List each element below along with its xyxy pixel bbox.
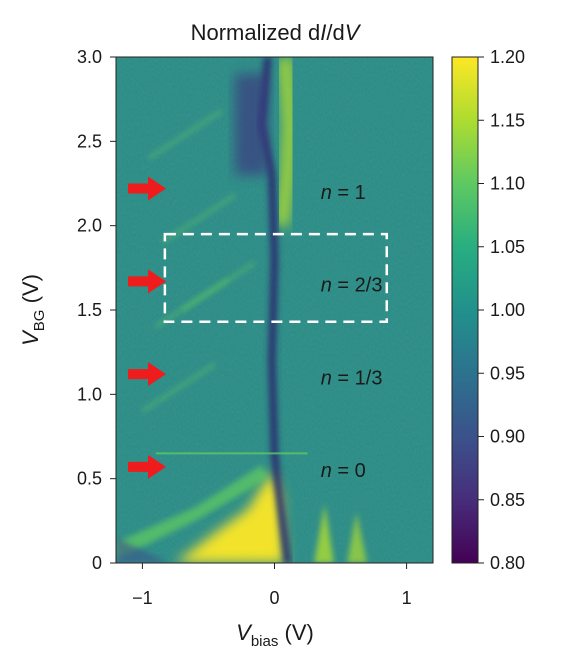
x-tick-label: −1: [132, 588, 153, 608]
colorbar-tick-label: 1.15: [490, 110, 525, 130]
y-tick-label: 2.0: [77, 216, 102, 236]
colorbar-tick-label: 0.80: [490, 553, 525, 573]
y-tick-label: 2.5: [77, 131, 102, 151]
y-tick-label: 3.0: [77, 47, 102, 67]
y-tick-label: 1.5: [77, 300, 102, 320]
heatmap-diagonal-stripe: [181, 261, 256, 312]
red-arrow-icon: [128, 362, 166, 387]
colorbar-tick-label: 1.10: [490, 174, 525, 194]
annotations: n = 0 n = 1/3 n = 2/3 n = 1: [128, 176, 389, 482]
colorbar-tick-label: 1.05: [490, 237, 525, 257]
heatmap-diagonal-stripe: [148, 109, 223, 160]
colorbar-tick-label: 0.85: [490, 490, 525, 510]
heatmap-bright-region: [175, 470, 286, 563]
filling-label: n = 1: [321, 182, 366, 204]
colorbar-tick-label: 0.95: [490, 363, 525, 383]
colorbar-tick-label: 0.90: [490, 427, 525, 447]
filling-label: n = 1/3: [321, 367, 383, 389]
y-tick-label: 0: [92, 553, 102, 573]
colorbar-tick-label: 1.00: [490, 300, 525, 320]
heatmap-dark-lobe: [234, 73, 268, 176]
x-axis: −1 0 1: [132, 563, 412, 608]
y-tick-label: 0.5: [77, 469, 102, 489]
heatmap-bright-streak: [347, 512, 367, 563]
colorbar-tick-label: 1.20: [490, 47, 525, 67]
y-tick-label: 1.0: [77, 384, 102, 404]
highlight-box: [163, 232, 389, 324]
x-axis-label: Vbias (V): [236, 620, 314, 650]
x-tick-label: 0: [269, 588, 279, 608]
red-arrow-icon: [128, 454, 166, 479]
heatmap-diagonal-band: [116, 465, 268, 560]
colorbar-ticks: 0.80 0.85 0.90 0.95 1.00 1.05 1.10 1.15 1.20: [478, 47, 525, 573]
y-axis: 0 0.5 1.0 1.5 2.0 2.5 3.0: [77, 47, 116, 573]
heatmap-dark-region: [116, 537, 169, 563]
red-arrow-icon: [128, 269, 166, 294]
filling-label: n = 0: [321, 460, 366, 482]
heatmap-bright-top-strip: [273, 57, 299, 227]
colorbar: [451, 56, 479, 564]
chart-title: Normalized dI/dV: [191, 20, 362, 45]
x-tick-label: 1: [402, 588, 412, 608]
red-arrow-icon: [128, 176, 166, 201]
y-axis-label: VBG (V): [18, 274, 48, 346]
heatmap-bright-streak: [314, 504, 334, 563]
filling-label: n = 2/3: [321, 275, 383, 297]
heatmap-plot: [116, 57, 433, 563]
heatmap-diagonal-stripe: [141, 362, 216, 413]
